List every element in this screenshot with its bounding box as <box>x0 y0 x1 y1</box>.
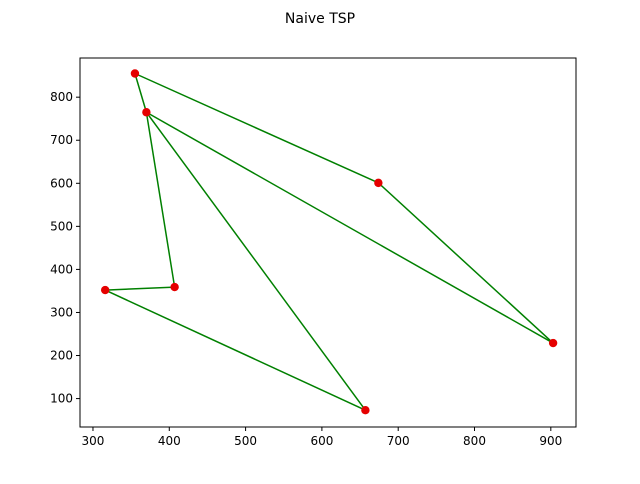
city-point <box>374 178 383 188</box>
y-axis: 100 200 300 400 500 600 700 800 <box>50 90 80 406</box>
y-tick-label: 200 <box>50 349 73 363</box>
city-point <box>142 108 151 117</box>
city-point <box>361 406 370 415</box>
city-point <box>170 282 179 292</box>
y-tick-label: 600 <box>50 176 73 190</box>
x-tick-label: 900 <box>539 434 562 448</box>
y-tick-label: 100 <box>50 392 73 406</box>
route-segment <box>105 286 175 291</box>
y-tick-label: 800 <box>50 90 73 104</box>
y-tick-label: 400 <box>50 262 73 276</box>
route-segment <box>145 111 366 411</box>
route-segment <box>145 112 176 288</box>
y-tick-label: 300 <box>50 305 73 319</box>
route-lines <box>104 72 554 411</box>
y-tick-label: 700 <box>50 133 73 147</box>
chart-title: Naive TSP <box>285 11 355 27</box>
x-tick-label: 400 <box>158 434 181 448</box>
x-tick-label: 300 <box>82 434 105 448</box>
y-tick-label: 500 <box>50 219 73 233</box>
city-points <box>100 69 558 415</box>
x-tick-label: 600 <box>310 434 333 448</box>
city-point <box>100 285 110 295</box>
route-segment <box>104 289 366 411</box>
x-tick-label: 700 <box>387 434 410 448</box>
city-point <box>130 69 140 78</box>
plot-frame <box>79 57 577 428</box>
city-point <box>548 338 558 348</box>
route-segment <box>377 182 554 344</box>
x-tick-label: 800 <box>463 434 486 448</box>
route-segment <box>134 72 379 184</box>
x-axis: 300 400 500 600 700 800 900 <box>82 427 562 448</box>
x-tick-label: 500 <box>234 434 257 448</box>
route-segment <box>134 73 148 113</box>
route-segment <box>146 111 554 344</box>
